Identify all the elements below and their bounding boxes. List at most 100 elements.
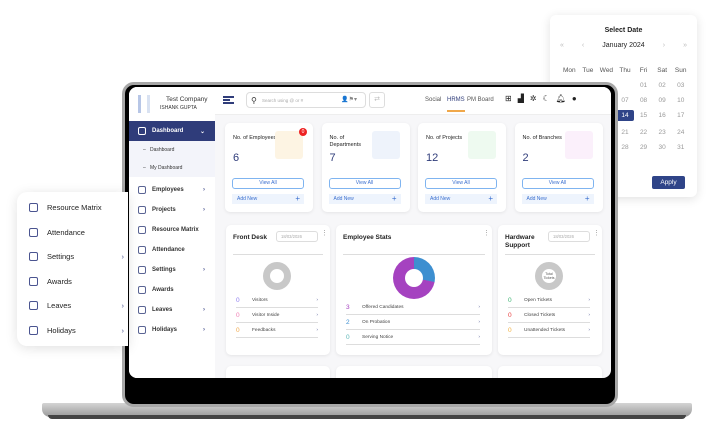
day-cell[interactable]: 09 xyxy=(658,97,666,104)
bell-icon[interactable]: 🔔︎ xyxy=(555,94,566,103)
apps-icon[interactable]: ⊞ xyxy=(505,94,512,103)
day-cell[interactable]: 22 xyxy=(639,129,648,136)
day-cell[interactable]: 01 xyxy=(639,82,648,89)
sidebar-item-leaves[interactable]: Leaves › xyxy=(129,300,215,320)
view-all-button[interactable]: View All xyxy=(521,178,594,189)
chevron-right-icon: › xyxy=(121,301,125,311)
kpi-value: 6 xyxy=(233,152,240,164)
resource-matrix-icon xyxy=(138,226,146,234)
day-cell[interactable]: 14 xyxy=(615,110,635,121)
stat-count: 0 xyxy=(236,312,240,319)
menu-item-leaves[interactable]: Leaves › xyxy=(29,301,125,311)
app-screen: Test Company ISHANK GUPTA Dashboard ⌄ – Da… xyxy=(129,87,611,378)
sidebar-item-attendance[interactable]: Attendance xyxy=(129,240,215,260)
stat-row-open-tickets[interactable]: 0 Open Tickets › xyxy=(508,294,590,308)
search-input[interactable]: ⚲ Search using @ or # 👤⚑▾ xyxy=(246,92,366,108)
filter-icon[interactable]: 👤⚑▾ xyxy=(341,97,357,103)
stat-row-offered-candidates[interactable]: 3 Offered Candidates › xyxy=(346,301,480,315)
sidebar-item-dashboard[interactable]: – Dashboard xyxy=(129,141,215,159)
holidays-icon xyxy=(138,326,146,334)
stat-row-visitors[interactable]: 0 Visitors › xyxy=(236,294,318,308)
day-cell[interactable]: 21 xyxy=(621,129,629,136)
more-icon[interactable]: ⋮ xyxy=(593,230,600,237)
date-input[interactable]: 18/03/2026 xyxy=(276,231,318,242)
bug-icon[interactable]: ✲ xyxy=(529,94,537,103)
day-cell[interactable]: 16 xyxy=(658,112,666,119)
tab-pm-board[interactable]: PM Board xyxy=(467,97,494,103)
menu-item-awards[interactable]: Awards xyxy=(29,276,124,286)
search-icon: ⚲ xyxy=(251,96,257,105)
sidebar-item-holidays[interactable]: Holidays › xyxy=(129,320,215,340)
day-cell[interactable]: 28 xyxy=(621,144,629,151)
day-cell[interactable]: 30 xyxy=(658,144,666,151)
more-icon[interactable]: ⋮ xyxy=(321,230,328,237)
attendance-icon xyxy=(138,246,146,254)
day-cell[interactable]: 29 xyxy=(639,144,648,151)
dashboard-icon xyxy=(138,127,146,135)
day-cell[interactable]: 02 xyxy=(658,82,666,89)
tab-social[interactable]: Social xyxy=(425,97,442,103)
plus-icon: + xyxy=(295,194,300,203)
more-icon[interactable]: ⋮ xyxy=(483,230,490,237)
sidebar-item-projects[interactable]: Projects › xyxy=(129,200,215,220)
view-all-button[interactable]: View All xyxy=(232,178,304,189)
day-cell[interactable]: 10 xyxy=(677,97,685,104)
next-year-button[interactable]: » xyxy=(683,42,687,49)
chevron-right-icon: › xyxy=(121,326,125,335)
chevron-right-icon: › xyxy=(478,320,480,325)
add-new-button[interactable]: Add New + xyxy=(425,194,497,204)
view-all-button[interactable]: View All xyxy=(328,178,401,189)
tab-hrms[interactable]: HRMS xyxy=(447,97,465,112)
leaves-icon xyxy=(29,301,38,311)
month-select[interactable]: January 2024 xyxy=(602,42,645,49)
sidebar-item-awards[interactable]: Awards xyxy=(129,280,215,300)
sidebar-item-dashboard[interactable]: Dashboard ⌄ xyxy=(129,121,215,141)
view-all-button[interactable]: View All xyxy=(425,178,497,189)
sidebar-item-resource-matrix[interactable]: Resource Matrix xyxy=(129,220,215,240)
menu-item-holidays[interactable]: Holidays › xyxy=(29,326,124,335)
add-new-button[interactable]: Add New + xyxy=(328,194,401,204)
day-cell[interactable]: 24 xyxy=(677,129,685,136)
stat-count: 2 xyxy=(346,319,350,326)
sidebar-item-settings[interactable]: Settings › xyxy=(129,260,215,280)
company-name: Test Company xyxy=(166,96,208,103)
day-cell[interactable]: 15 xyxy=(639,112,648,119)
stat-count: 3 xyxy=(346,304,350,311)
day-cell[interactable]: 17 xyxy=(677,112,685,119)
add-new-button[interactable]: Add New + xyxy=(232,194,304,204)
chart-icon[interactable]: ▟ xyxy=(517,94,524,103)
date-picker-title: Select Date xyxy=(604,27,643,34)
day-cell[interactable]: 08 xyxy=(639,97,648,104)
sidebar-item-employees[interactable]: Employees › xyxy=(129,180,215,200)
day-cell[interactable]: 07 xyxy=(621,97,629,104)
stat-count: 0 xyxy=(508,297,512,304)
stat-row-visitor-inside[interactable]: 0 Visitor Inside › xyxy=(236,309,318,323)
prev-year-button[interactable]: « xyxy=(560,42,564,49)
day-cell[interactable]: 03 xyxy=(677,82,685,89)
stat-row-on-probation[interactable]: 2 On Probation › xyxy=(346,316,480,330)
day-cell[interactable]: 31 xyxy=(677,144,685,151)
profile-icon[interactable]: ● xyxy=(571,94,577,103)
apply-button[interactable]: Apply xyxy=(652,176,685,189)
menu-item-attendance[interactable]: Attendance xyxy=(29,227,124,237)
next-month-button[interactable]: › xyxy=(662,42,666,49)
date-input[interactable]: 18/03/2026 xyxy=(548,231,590,242)
stat-row-closed-tickets[interactable]: 0 Closed Tickets › xyxy=(508,309,590,323)
menu-item-settings[interactable]: Settings › xyxy=(29,252,124,262)
stat-row-serving-notice[interactable]: 0 Serving Notice › xyxy=(346,331,480,345)
add-new-button[interactable]: Add New + xyxy=(521,194,594,204)
day-cell[interactable]: 23 xyxy=(658,129,666,136)
floating-menu: Resource Matrix Attendance Settings › Awards… xyxy=(17,192,128,346)
stat-row-feedbacks[interactable]: 0 Feedbacks › xyxy=(236,324,318,338)
sidebar-item-my-dashboard[interactable]: – My Dashboard xyxy=(129,159,215,177)
prev-month-button[interactable]: ‹ xyxy=(581,42,585,49)
hardware-support-card: Hardware Support 18/03/2026 ⋮ Total Tick… xyxy=(498,225,602,355)
dark-mode-icon[interactable]: ☾ xyxy=(542,94,550,103)
top-header: ⚲ Search using @ or # 👤⚑▾ ⇄ Social HRMS PM… xyxy=(215,87,611,115)
chevron-right-icon: › xyxy=(316,328,318,333)
menu-icon[interactable] xyxy=(223,96,234,104)
chevron-icon: › xyxy=(203,307,205,313)
swap-icon[interactable]: ⇄ xyxy=(369,92,385,108)
menu-item-resource-matrix[interactable]: Resource Matrix xyxy=(29,203,124,212)
stat-row-unattended-tickets[interactable]: 0 Unattended Tickets › xyxy=(508,324,590,338)
